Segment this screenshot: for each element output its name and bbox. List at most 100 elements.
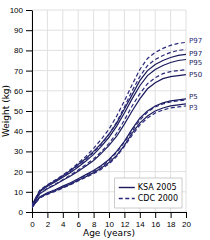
- tick-mark: [26, 172, 32, 173]
- series-line: [32, 106, 186, 208]
- tick-mark: [109, 212, 110, 218]
- tick-label: 20: [182, 220, 191, 229]
- tick-mark: [94, 212, 95, 218]
- legend-item: KSA 2005: [119, 183, 177, 192]
- tick: 90: [14, 26, 32, 35]
- tick-label: 4: [61, 220, 66, 229]
- tick: 10: [105, 212, 114, 229]
- tick: 20: [182, 212, 191, 229]
- grid-line-y: [32, 111, 186, 112]
- tick-mark: [26, 151, 32, 152]
- tick-label: 40: [14, 127, 23, 136]
- tick-label: 30: [14, 147, 23, 156]
- tick: 80: [14, 46, 32, 55]
- series-line: [32, 70, 186, 206]
- tick-mark: [26, 111, 32, 112]
- x-axis-title: Age (years): [83, 228, 135, 238]
- x-axis: 0 2 4 68 10 12 14 16 18 20: [30, 212, 191, 229]
- series-line: [32, 59, 186, 205]
- tick: 14: [136, 212, 145, 229]
- tick-label: 14: [136, 220, 145, 229]
- tick-mark: [47, 212, 48, 218]
- y-axis-title: Weight (kg): [1, 85, 11, 137]
- tick-mark: [32, 212, 33, 218]
- tick-mark: [26, 71, 32, 72]
- tick-mark: [26, 131, 32, 132]
- tick-mark: [155, 212, 156, 218]
- tick-label: 50: [14, 107, 23, 116]
- tick-mark: [63, 212, 64, 218]
- tick: 16: [151, 212, 160, 229]
- legend-label: KSA 2005: [138, 183, 177, 192]
- tick-label: 2: [46, 220, 51, 229]
- grid-line-y: [32, 171, 186, 172]
- lines: [32, 42, 186, 207]
- legend-item: CDC 2000: [119, 194, 178, 203]
- tick: 12: [120, 212, 129, 229]
- grid-line-y: [32, 50, 186, 51]
- tick-mark: [26, 30, 32, 31]
- series-line: [32, 104, 186, 207]
- tick: 70: [14, 67, 32, 76]
- tick: 50: [14, 107, 32, 116]
- tick: 4: [61, 212, 66, 229]
- tick-mark: [26, 10, 32, 11]
- annotations: P97P97P95P50P5P3: [189, 37, 202, 112]
- tick: 40: [14, 127, 32, 136]
- series-line: [32, 54, 186, 204]
- tick-mark: [186, 212, 187, 218]
- series-line: [32, 75, 186, 206]
- tick-mark: [78, 212, 79, 218]
- tick-label: 90: [14, 26, 23, 35]
- grid-line-y: [32, 131, 186, 132]
- tick-mark: [140, 212, 141, 218]
- axis-line: [32, 11, 33, 213]
- grid-line-y: [32, 151, 186, 152]
- legend-swatch: [119, 198, 135, 199]
- tick: 20: [14, 168, 32, 177]
- tick-label: 10: [14, 188, 23, 197]
- tick: 10: [14, 188, 32, 197]
- tick-mark: [26, 91, 32, 92]
- tick: 60: [14, 87, 32, 96]
- annotation: P97: [189, 50, 202, 58]
- tick-label: 70: [14, 67, 23, 76]
- series-line: [32, 99, 186, 207]
- annotation: P50: [189, 71, 202, 79]
- grid-line-y: [32, 90, 186, 91]
- tick: 18: [167, 212, 176, 229]
- annotation: P3: [189, 104, 198, 112]
- grid-line-y: [32, 10, 186, 11]
- tick-mark: [26, 192, 32, 193]
- tick-mark: [124, 212, 125, 218]
- annotation: P95: [189, 59, 202, 67]
- tick-label: 60: [14, 87, 23, 96]
- legend: KSA 2005 CDC 2000: [115, 178, 182, 208]
- tick-mark: [26, 212, 32, 213]
- tick: 0: [30, 212, 35, 229]
- tick-label: 20: [14, 168, 23, 177]
- tick: 0: [19, 208, 32, 217]
- tick-label: 0: [19, 208, 24, 217]
- tick: 6: [76, 212, 81, 229]
- y-axis: 0 10 20 30 40 50 60 70 80 90 100: [10, 6, 33, 217]
- tick-label: 80: [14, 46, 23, 55]
- tick-mark: [171, 212, 172, 218]
- legend-box: [115, 178, 182, 208]
- tick: 8: [92, 212, 97, 229]
- series-line: [32, 100, 186, 207]
- tick-label: 18: [167, 220, 176, 229]
- tick: 30: [14, 147, 32, 156]
- legend-swatch: [119, 187, 135, 188]
- tick: 2: [46, 212, 51, 229]
- grid-line-y: [32, 30, 186, 31]
- chart: 0 2 4 68 10 12 14 16 18 20 0 10 20 30 40 50 60 70 80 90 100 P…: [0, 0, 210, 240]
- tick-mark: [26, 50, 32, 51]
- tick: 100: [10, 6, 32, 15]
- plot: 0 2 4 68 10 12 14 16 18 20 0 10 20 30 40 50 60 70 80 90 100 P…: [10, 6, 203, 229]
- annotation: P97: [189, 37, 202, 45]
- grid-line-y: [32, 70, 186, 71]
- tick-label: 0: [30, 220, 35, 229]
- tick-label: 16: [151, 220, 160, 229]
- tick-label: 100: [10, 6, 24, 15]
